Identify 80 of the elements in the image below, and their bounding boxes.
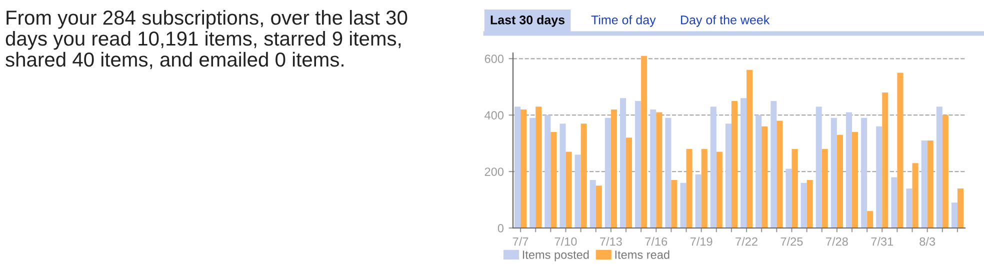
bar bbox=[951, 202, 958, 228]
x-tick-label: 7/22 bbox=[736, 237, 758, 246]
x-tick-label: 7/7 bbox=[512, 237, 528, 246]
bar bbox=[530, 118, 536, 228]
x-tick-label: 7/28 bbox=[826, 237, 848, 246]
bar bbox=[560, 124, 566, 228]
bar bbox=[514, 106, 521, 228]
bar bbox=[671, 180, 678, 228]
x-tick-label: 7/13 bbox=[600, 237, 622, 246]
bar bbox=[921, 140, 928, 228]
bar bbox=[574, 154, 581, 228]
bar bbox=[770, 100, 777, 228]
x-tick-label: 7/25 bbox=[780, 237, 803, 246]
bar bbox=[701, 148, 708, 228]
bar bbox=[756, 115, 762, 228]
bar bbox=[604, 118, 611, 228]
bar bbox=[566, 152, 572, 228]
text: Last 30 days bbox=[490, 15, 565, 27]
y-tick-label: 400 bbox=[484, 111, 504, 120]
bar bbox=[710, 106, 716, 228]
bar bbox=[816, 106, 822, 228]
x-tick-label: 8/3 bbox=[920, 237, 936, 246]
legend-label: Items read bbox=[615, 250, 670, 259]
y-tick-label: 600 bbox=[484, 54, 504, 64]
bar bbox=[867, 211, 874, 228]
bar bbox=[806, 180, 813, 228]
bar bbox=[891, 177, 898, 228]
y-tick-label: 0 bbox=[498, 224, 504, 232]
bar bbox=[897, 72, 904, 228]
bar bbox=[740, 98, 747, 228]
bar bbox=[731, 100, 738, 228]
text: Time of day bbox=[591, 15, 656, 27]
bar bbox=[620, 98, 626, 228]
bar bbox=[695, 174, 702, 228]
bar bbox=[852, 132, 858, 228]
bar bbox=[665, 118, 672, 228]
bar bbox=[656, 112, 662, 228]
bar bbox=[626, 138, 632, 228]
bar bbox=[746, 70, 753, 228]
bar bbox=[957, 188, 964, 228]
bar bbox=[550, 132, 557, 228]
bar bbox=[846, 112, 852, 228]
bar bbox=[635, 100, 642, 228]
y-tick-label: 200 bbox=[484, 168, 504, 176]
bar bbox=[776, 120, 783, 228]
bar bbox=[520, 109, 527, 228]
bar bbox=[906, 188, 912, 228]
text: From your 284 subscriptions, over the last 30 days you read 10,191 items, starred 9 items, shared 40 items, and emailed 0 items. bbox=[6, 10, 408, 70]
bar bbox=[936, 106, 942, 228]
bar bbox=[686, 148, 692, 228]
bar bbox=[912, 163, 918, 228]
bar bbox=[822, 148, 828, 228]
bar bbox=[580, 124, 587, 228]
x-tick-label: 7/31 bbox=[871, 237, 894, 246]
bar bbox=[641, 56, 648, 228]
bar bbox=[680, 182, 686, 228]
bar bbox=[786, 168, 792, 228]
legend-label: Items posted bbox=[522, 250, 589, 262]
bar bbox=[792, 148, 798, 228]
bar bbox=[590, 180, 596, 228]
bar bbox=[861, 118, 868, 228]
bar bbox=[836, 134, 843, 228]
bar bbox=[544, 115, 551, 228]
bar bbox=[716, 152, 722, 228]
bar bbox=[650, 109, 656, 228]
text: Day of the week bbox=[681, 15, 770, 27]
x-tick-label: 7/10 bbox=[554, 237, 577, 246]
bar bbox=[882, 92, 888, 228]
bar bbox=[610, 109, 617, 228]
bar bbox=[876, 126, 882, 228]
x-tick-label: 7/16 bbox=[645, 237, 668, 246]
bar bbox=[596, 186, 602, 228]
bar bbox=[927, 140, 934, 228]
bar bbox=[725, 124, 732, 228]
bar bbox=[762, 126, 768, 228]
bar bbox=[536, 106, 542, 228]
bar bbox=[830, 118, 837, 228]
bar bbox=[942, 115, 948, 228]
bar bbox=[800, 182, 807, 228]
x-tick-label: 7/19 bbox=[690, 237, 712, 246]
